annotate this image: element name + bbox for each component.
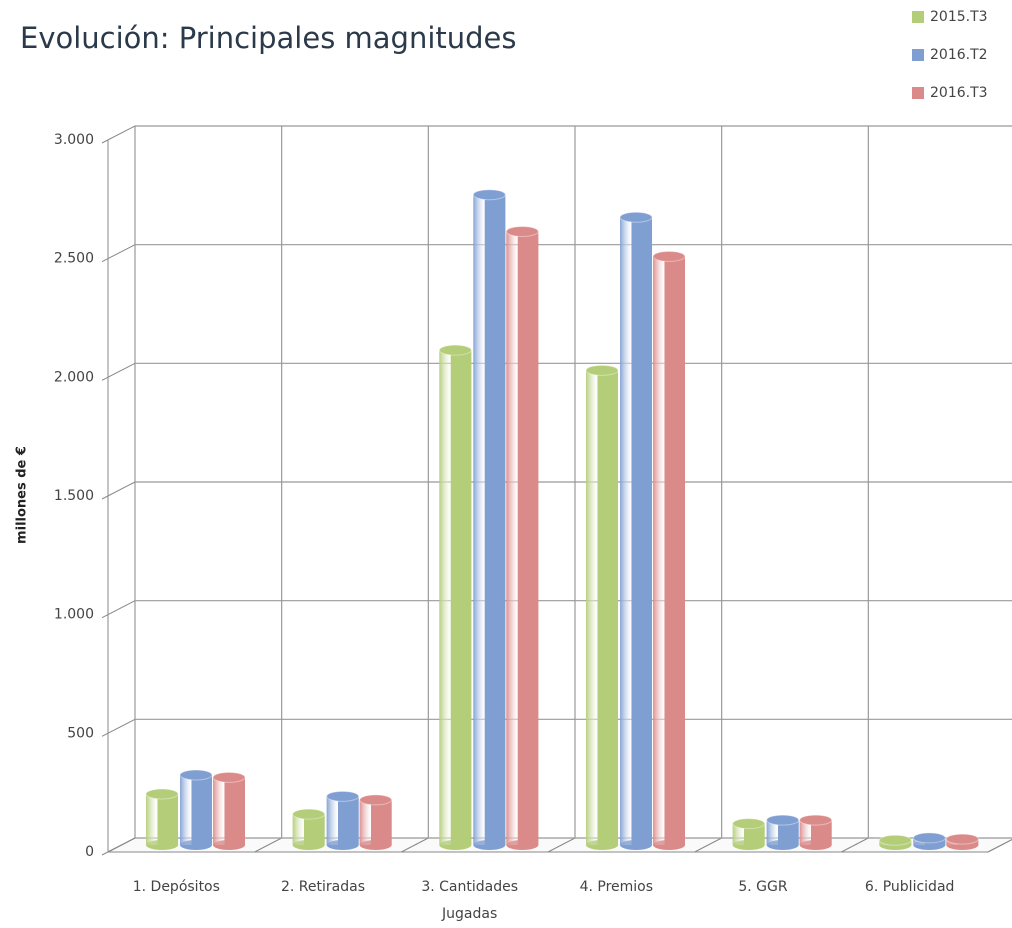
- y-tick-label: 0: [85, 844, 94, 860]
- y-tick-label: 2.000: [54, 369, 94, 385]
- x-tick-label: 4. Premios: [580, 879, 653, 895]
- bar: [145, 788, 179, 850]
- floor-tick: [694, 837, 722, 853]
- y-tick: [101, 600, 136, 619]
- bar: [179, 769, 213, 850]
- x-tick-label: 1. Depósitos: [133, 879, 220, 895]
- legend-label: 2015.T3: [930, 9, 988, 25]
- bar: [438, 344, 472, 850]
- legend-label: 2016.T3: [930, 85, 988, 101]
- legend-label: 2016.T2: [930, 47, 988, 63]
- floor-tick: [547, 837, 576, 853]
- floor-tick: [254, 837, 282, 853]
- floor-tick: [841, 837, 869, 853]
- bar: [878, 834, 912, 850]
- y-tick: [101, 718, 136, 737]
- bar: [585, 364, 619, 850]
- legend-swatch: [912, 11, 924, 23]
- bar: [619, 211, 653, 850]
- bar: [359, 794, 393, 850]
- y-tick-label: 2.500: [54, 251, 94, 267]
- legend-swatch: [912, 87, 924, 99]
- bar: [212, 771, 246, 850]
- floor-tick: [987, 838, 1012, 853]
- y-tick: [101, 244, 136, 263]
- x-tick-label: 5. GGR: [738, 879, 788, 895]
- y-tick: [101, 837, 136, 856]
- y-tick: [101, 125, 136, 144]
- y-axis-label: millones de €: [15, 446, 30, 544]
- x-tick-label: 6. Publicidad: [865, 879, 954, 895]
- bar: [505, 225, 539, 850]
- bar: [799, 814, 833, 850]
- y-tick-label: 500: [67, 725, 94, 741]
- x-tick-label: 2. Retiradas: [281, 879, 365, 895]
- y-tick-label: 1.000: [54, 607, 94, 623]
- bar: [326, 790, 360, 850]
- chart-title: Evolución: Principales magnitudes: [20, 21, 517, 55]
- bar: [652, 250, 686, 850]
- bar: [732, 818, 766, 850]
- y-tick-label: 3.000: [54, 132, 94, 148]
- bar: [292, 808, 326, 850]
- legend-swatch: [912, 49, 924, 61]
- bar: [472, 189, 506, 850]
- bar: [766, 814, 800, 850]
- y-tick: [101, 481, 136, 500]
- x-tick-label: 3. Cantidades Jugadas: [421, 879, 518, 922]
- floor-tick: [401, 837, 429, 853]
- y-tick-label: 1.500: [54, 488, 94, 504]
- bar: [945, 833, 979, 850]
- y-tick: [101, 362, 136, 381]
- bar: [912, 832, 946, 850]
